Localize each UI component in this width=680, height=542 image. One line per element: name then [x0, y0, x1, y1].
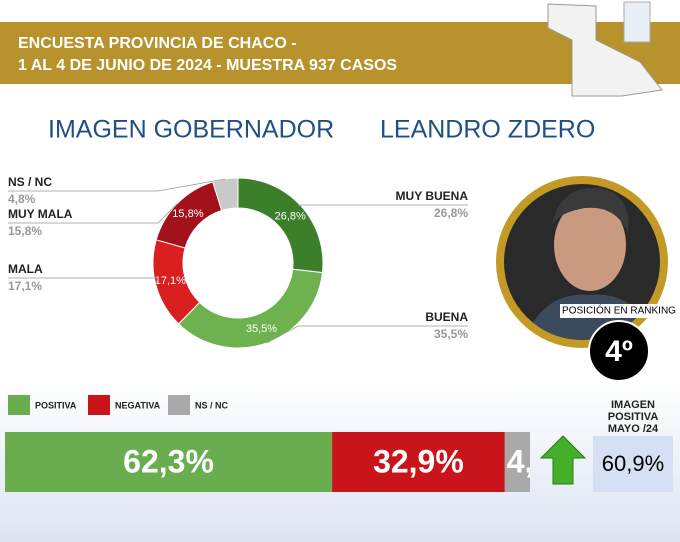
slice-label: 26,8% [275, 210, 306, 222]
outside-value: 15,8% [8, 224, 42, 238]
stacked-bar: 62,3% 32,9% 4,8% [5, 432, 580, 492]
bar-segment [5, 432, 333, 492]
bar-label: 32,9% [373, 443, 464, 479]
legend-swatch [168, 395, 190, 415]
leader-line [8, 178, 226, 192]
legend-label: NS / NC [195, 400, 229, 410]
ranking-label: POSICIÓN EN RANKING [562, 304, 676, 317]
title: IMAGEN GOBERNADOR [48, 116, 334, 144]
trend-arrow [539, 435, 587, 485]
map-inset [623, 1, 651, 43]
bar-segment [332, 432, 505, 492]
ranking-badge [588, 320, 650, 382]
header-line: 1 AL 4 DE JUNIO DE 2024 - MUESTRA 937 CA… [18, 57, 397, 74]
leader-line [266, 325, 468, 344]
title: LEANDRO ZDERO [380, 116, 595, 144]
previous-value: 60,9% [602, 451, 664, 476]
header-line: ENCUESTA PROVINCIA DE CHACO - [18, 35, 297, 52]
ranking-value: 4º [605, 335, 633, 368]
bar-label: 4,8% [507, 443, 580, 479]
previous-label: MAYO /24 [608, 423, 659, 435]
legend-swatch [8, 395, 30, 415]
previous-box [593, 436, 673, 492]
legend-swatch [88, 395, 110, 415]
outside-value: 17,1% [8, 279, 42, 293]
bar-label: 62,3% [123, 443, 214, 479]
leader-line [8, 203, 178, 224]
legend-label: POSITIVA [35, 400, 77, 410]
previous-label: POSITIVA [608, 411, 659, 423]
slice-label: 17,1% [155, 275, 186, 287]
category-label: BUENA [425, 310, 468, 324]
category-label: MALA [8, 262, 43, 276]
legend-label: NEGATIVA [115, 400, 161, 410]
donut-slice [177, 268, 324, 349]
leader-line [297, 204, 468, 207]
ranking-box [560, 304, 678, 318]
category-label: MUY BUENA [396, 189, 469, 203]
bar-segment [504, 432, 530, 492]
outside-value: 35,5% [434, 327, 468, 341]
outside-value: 4,8% [8, 192, 36, 206]
previous-label: IMAGEN [611, 399, 655, 411]
category-label: NS / NC [8, 175, 52, 189]
leader-line [8, 277, 159, 286]
outside-value: 26,8% [434, 206, 468, 220]
slice-label: 15,8% [172, 208, 203, 220]
category-label: MUY MALA [8, 207, 73, 221]
slice-label: 35,5% [246, 323, 277, 335]
map [547, 3, 663, 97]
